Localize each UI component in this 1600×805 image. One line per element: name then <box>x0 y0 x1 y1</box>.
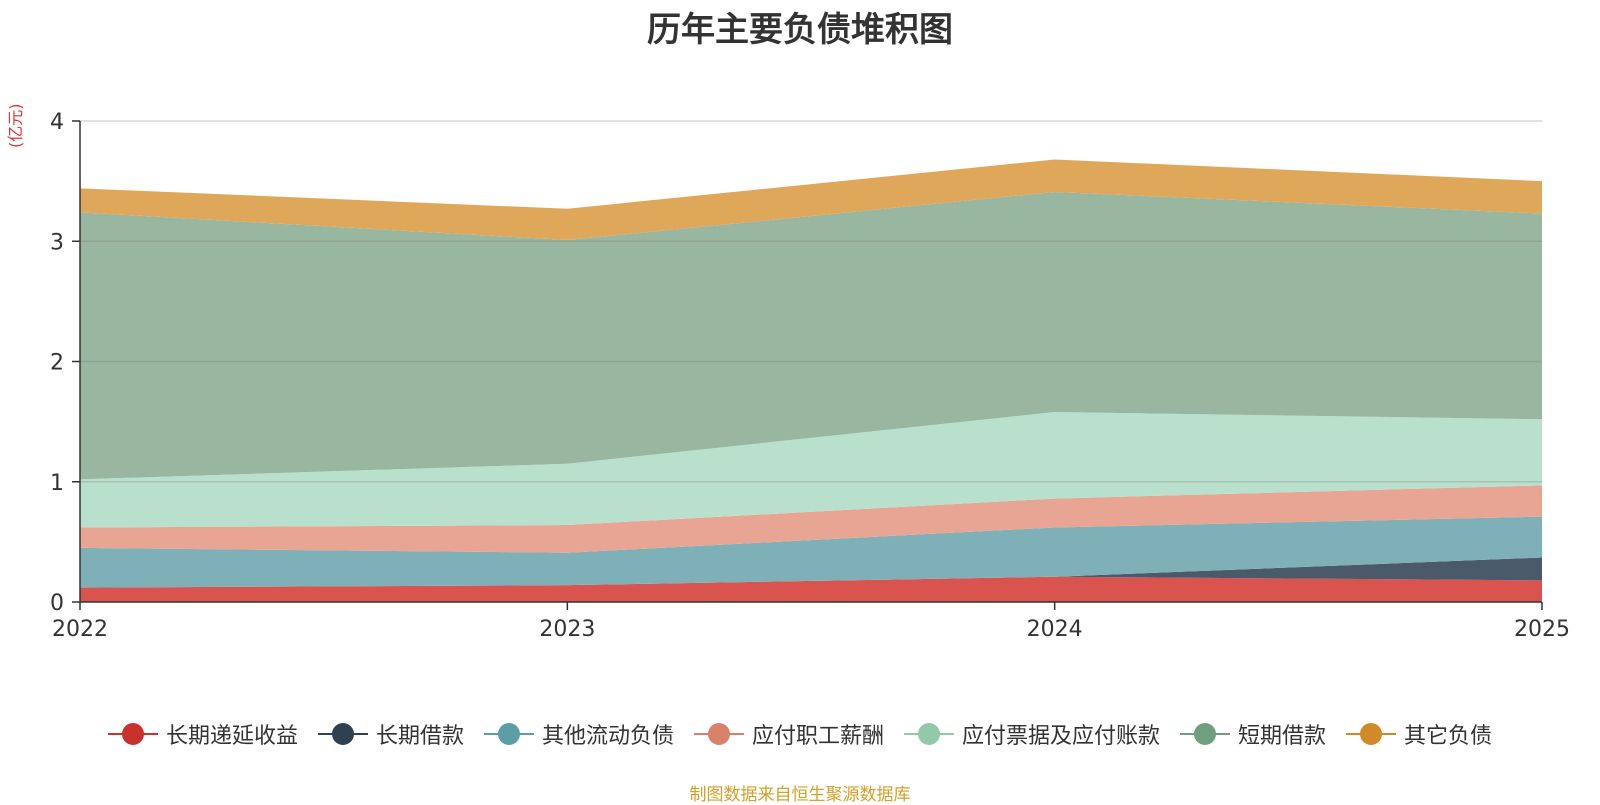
legend-label: 其它负债 <box>1404 724 1493 749</box>
x-tick-label-0: 2022 <box>52 617 108 642</box>
legend-label: 长期借款 <box>375 724 464 749</box>
x-tick-label-2: 2024 <box>1027 617 1083 642</box>
legend-item-5[interactable]: 短期借款 <box>1180 718 1326 750</box>
legend-item-2[interactable]: 其他流动负债 <box>483 718 674 750</box>
legend-marker-icon <box>904 722 954 746</box>
legend-marker-icon <box>1346 722 1397 746</box>
legend-marker-icon <box>693 722 744 746</box>
axes-layer: 0 1 2 3 4 2022 2023 2024 2025 <box>50 110 1570 642</box>
area-series-6 <box>80 159 1542 241</box>
legend-item-6[interactable]: 其它负债 <box>1346 718 1492 750</box>
x-tick-label-1: 2023 <box>539 617 595 642</box>
y-tick-label-2: 2 <box>50 351 64 376</box>
legend-item-1[interactable]: 长期借款 <box>317 718 464 750</box>
y-tick-label-4: 4 <box>50 110 64 135</box>
grid-layer <box>80 120 1542 483</box>
area-series-2 <box>80 516 1542 588</box>
legend: 长期递延收益 长期借款 其他流动负债 应付职工薪酬 应付票据及应付账款 短期借款 其它负债 <box>0 718 1600 750</box>
area-series-3 <box>80 485 1542 553</box>
legend-item-3[interactable]: 应付职工薪酬 <box>693 718 884 750</box>
legend-label: 应付票据及应付账款 <box>962 724 1161 749</box>
legend-item-0[interactable]: 长期递延收益 <box>107 718 298 750</box>
chart-title: 历年主要负债堆积图 <box>647 10 953 50</box>
x-tick-label-3: 2025 <box>1514 617 1570 642</box>
area-layer <box>80 159 1542 602</box>
legend-marker-icon <box>483 722 534 746</box>
area-series-5 <box>80 191 1542 480</box>
y-tick-label-3: 3 <box>50 230 64 255</box>
legend-marker-icon <box>107 722 158 746</box>
area-series-1 <box>80 557 1542 588</box>
legend-item-4[interactable]: 应付票据及应付账款 <box>904 718 1160 750</box>
legend-label: 长期递延收益 <box>165 724 298 749</box>
y-tick-label-0: 0 <box>50 591 64 616</box>
y-tick-label-1: 1 <box>50 471 64 496</box>
legend-marker-icon <box>317 722 368 746</box>
area-series-4 <box>80 412 1542 528</box>
legend-label: 短期借款 <box>1238 724 1327 749</box>
area-series-0 <box>80 576 1542 602</box>
legend-marker-icon <box>1180 722 1231 746</box>
legend-label: 应付职工薪酬 <box>751 724 884 749</box>
data-source-note: 制图数据来自恒生聚源数据库 <box>689 785 911 805</box>
legend-label: 其他流动负债 <box>541 724 674 749</box>
